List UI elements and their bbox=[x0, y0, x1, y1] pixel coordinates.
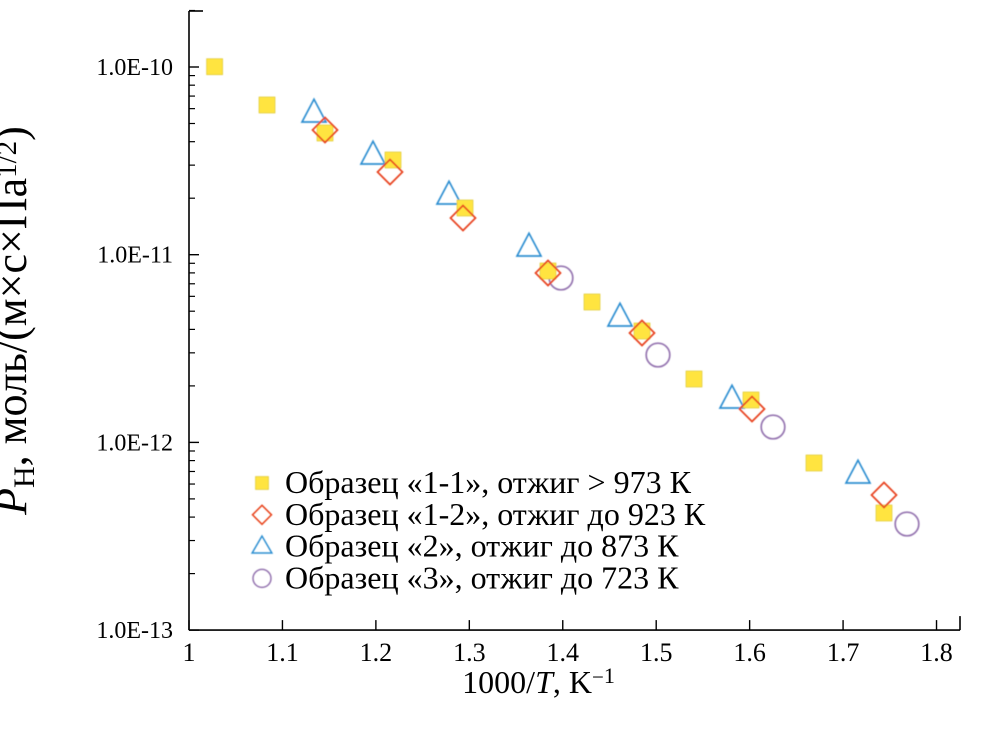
svg-text:PH, моль/(м×с×Па1/2): PH, моль/(м×с×Па1/2) bbox=[0, 126, 41, 516]
svg-text:1.3: 1.3 bbox=[453, 638, 486, 667]
svg-text:1.4: 1.4 bbox=[547, 638, 580, 667]
svg-text:Образец «1-2», отжиг до 923 К: Образец «1-2», отжиг до 923 К bbox=[285, 496, 706, 532]
svg-text:1.8: 1.8 bbox=[920, 638, 953, 667]
svg-text:1.0E-13: 1.0E-13 bbox=[96, 618, 173, 644]
svg-text:1.0E-12: 1.0E-12 bbox=[96, 430, 173, 456]
svg-text:Образец «1-1», отжиг > 973 К: Образец «1-1», отжиг > 973 К bbox=[285, 464, 692, 500]
svg-text:1.1: 1.1 bbox=[266, 638, 299, 667]
svg-text:1.2: 1.2 bbox=[360, 638, 393, 667]
svg-text:Образец «3», отжиг до 723 К: Образец «3», отжиг до 723 К bbox=[285, 559, 679, 595]
svg-text:1: 1 bbox=[183, 638, 196, 667]
svg-text:1.6: 1.6 bbox=[733, 638, 766, 667]
svg-text:1.5: 1.5 bbox=[640, 638, 673, 667]
svg-text:Образец «2», отжиг до 873 К: Образец «2», отжиг до 873 К bbox=[285, 528, 679, 564]
svg-text:1.0E-11: 1.0E-11 bbox=[97, 243, 173, 269]
svg-text:1.7: 1.7 bbox=[827, 638, 860, 667]
svg-text:1000/T, K−1: 1000/T, K−1 bbox=[462, 663, 615, 700]
svg-text:1.0E-10: 1.0E-10 bbox=[96, 55, 173, 81]
